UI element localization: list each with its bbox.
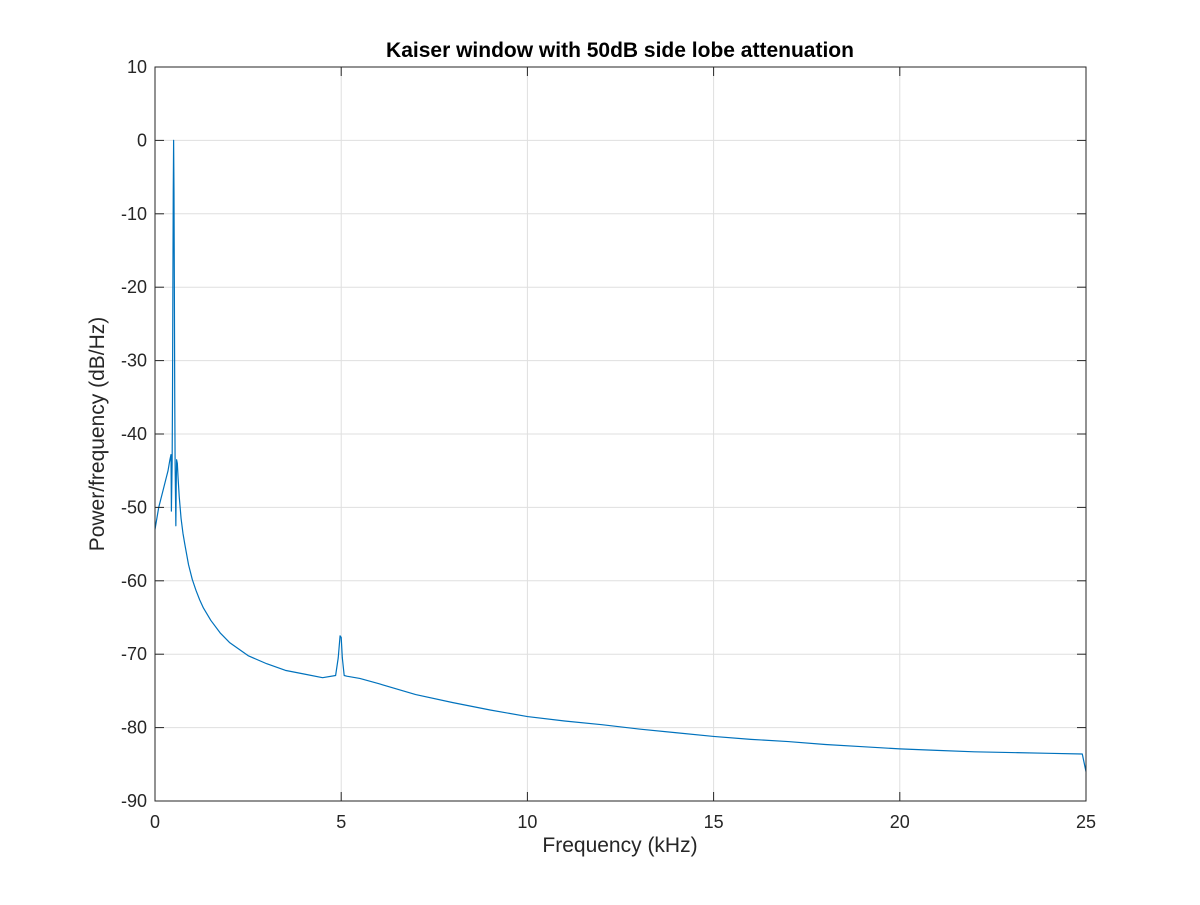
y-axis-label: Power/frequency (dB/Hz)	[86, 317, 109, 552]
x-axis-label: Frequency (kHz)	[542, 834, 697, 857]
tick-marks	[154, 66, 1087, 802]
series-group	[154, 139, 1087, 772]
y-tick-label: -70	[121, 644, 147, 664]
x-tick-labels: 0 5 10 15 20 25	[150, 812, 1096, 832]
y-tick-label: -40	[121, 424, 147, 444]
y-tick-label: -20	[121, 277, 147, 297]
grid-lines	[154, 66, 1087, 802]
y-tick-label: -80	[121, 718, 147, 738]
x-tick-label: 5	[336, 812, 346, 832]
y-tick-label: 10	[127, 57, 147, 77]
y-tick-labels: 10 0 -10 -20 -30 -40 -50 -60 -70 -80 -90	[121, 57, 147, 811]
x-tick-label: 10	[517, 812, 537, 832]
x-tick-label: 25	[1076, 812, 1096, 832]
chart-title: Kaiser window with 50dB side lobe attenu…	[386, 39, 854, 62]
series-line	[154, 139, 1087, 772]
x-tick-label: 0	[150, 812, 160, 832]
y-tick-label: -60	[121, 571, 147, 591]
y-tick-label: -50	[121, 497, 147, 517]
y-tick-label: -90	[121, 791, 147, 811]
y-tick-label: -30	[121, 351, 147, 371]
y-tick-label: -10	[121, 204, 147, 224]
y-tick-label: 0	[137, 130, 147, 150]
x-tick-label: 15	[704, 812, 724, 832]
x-tick-label: 20	[890, 812, 910, 832]
